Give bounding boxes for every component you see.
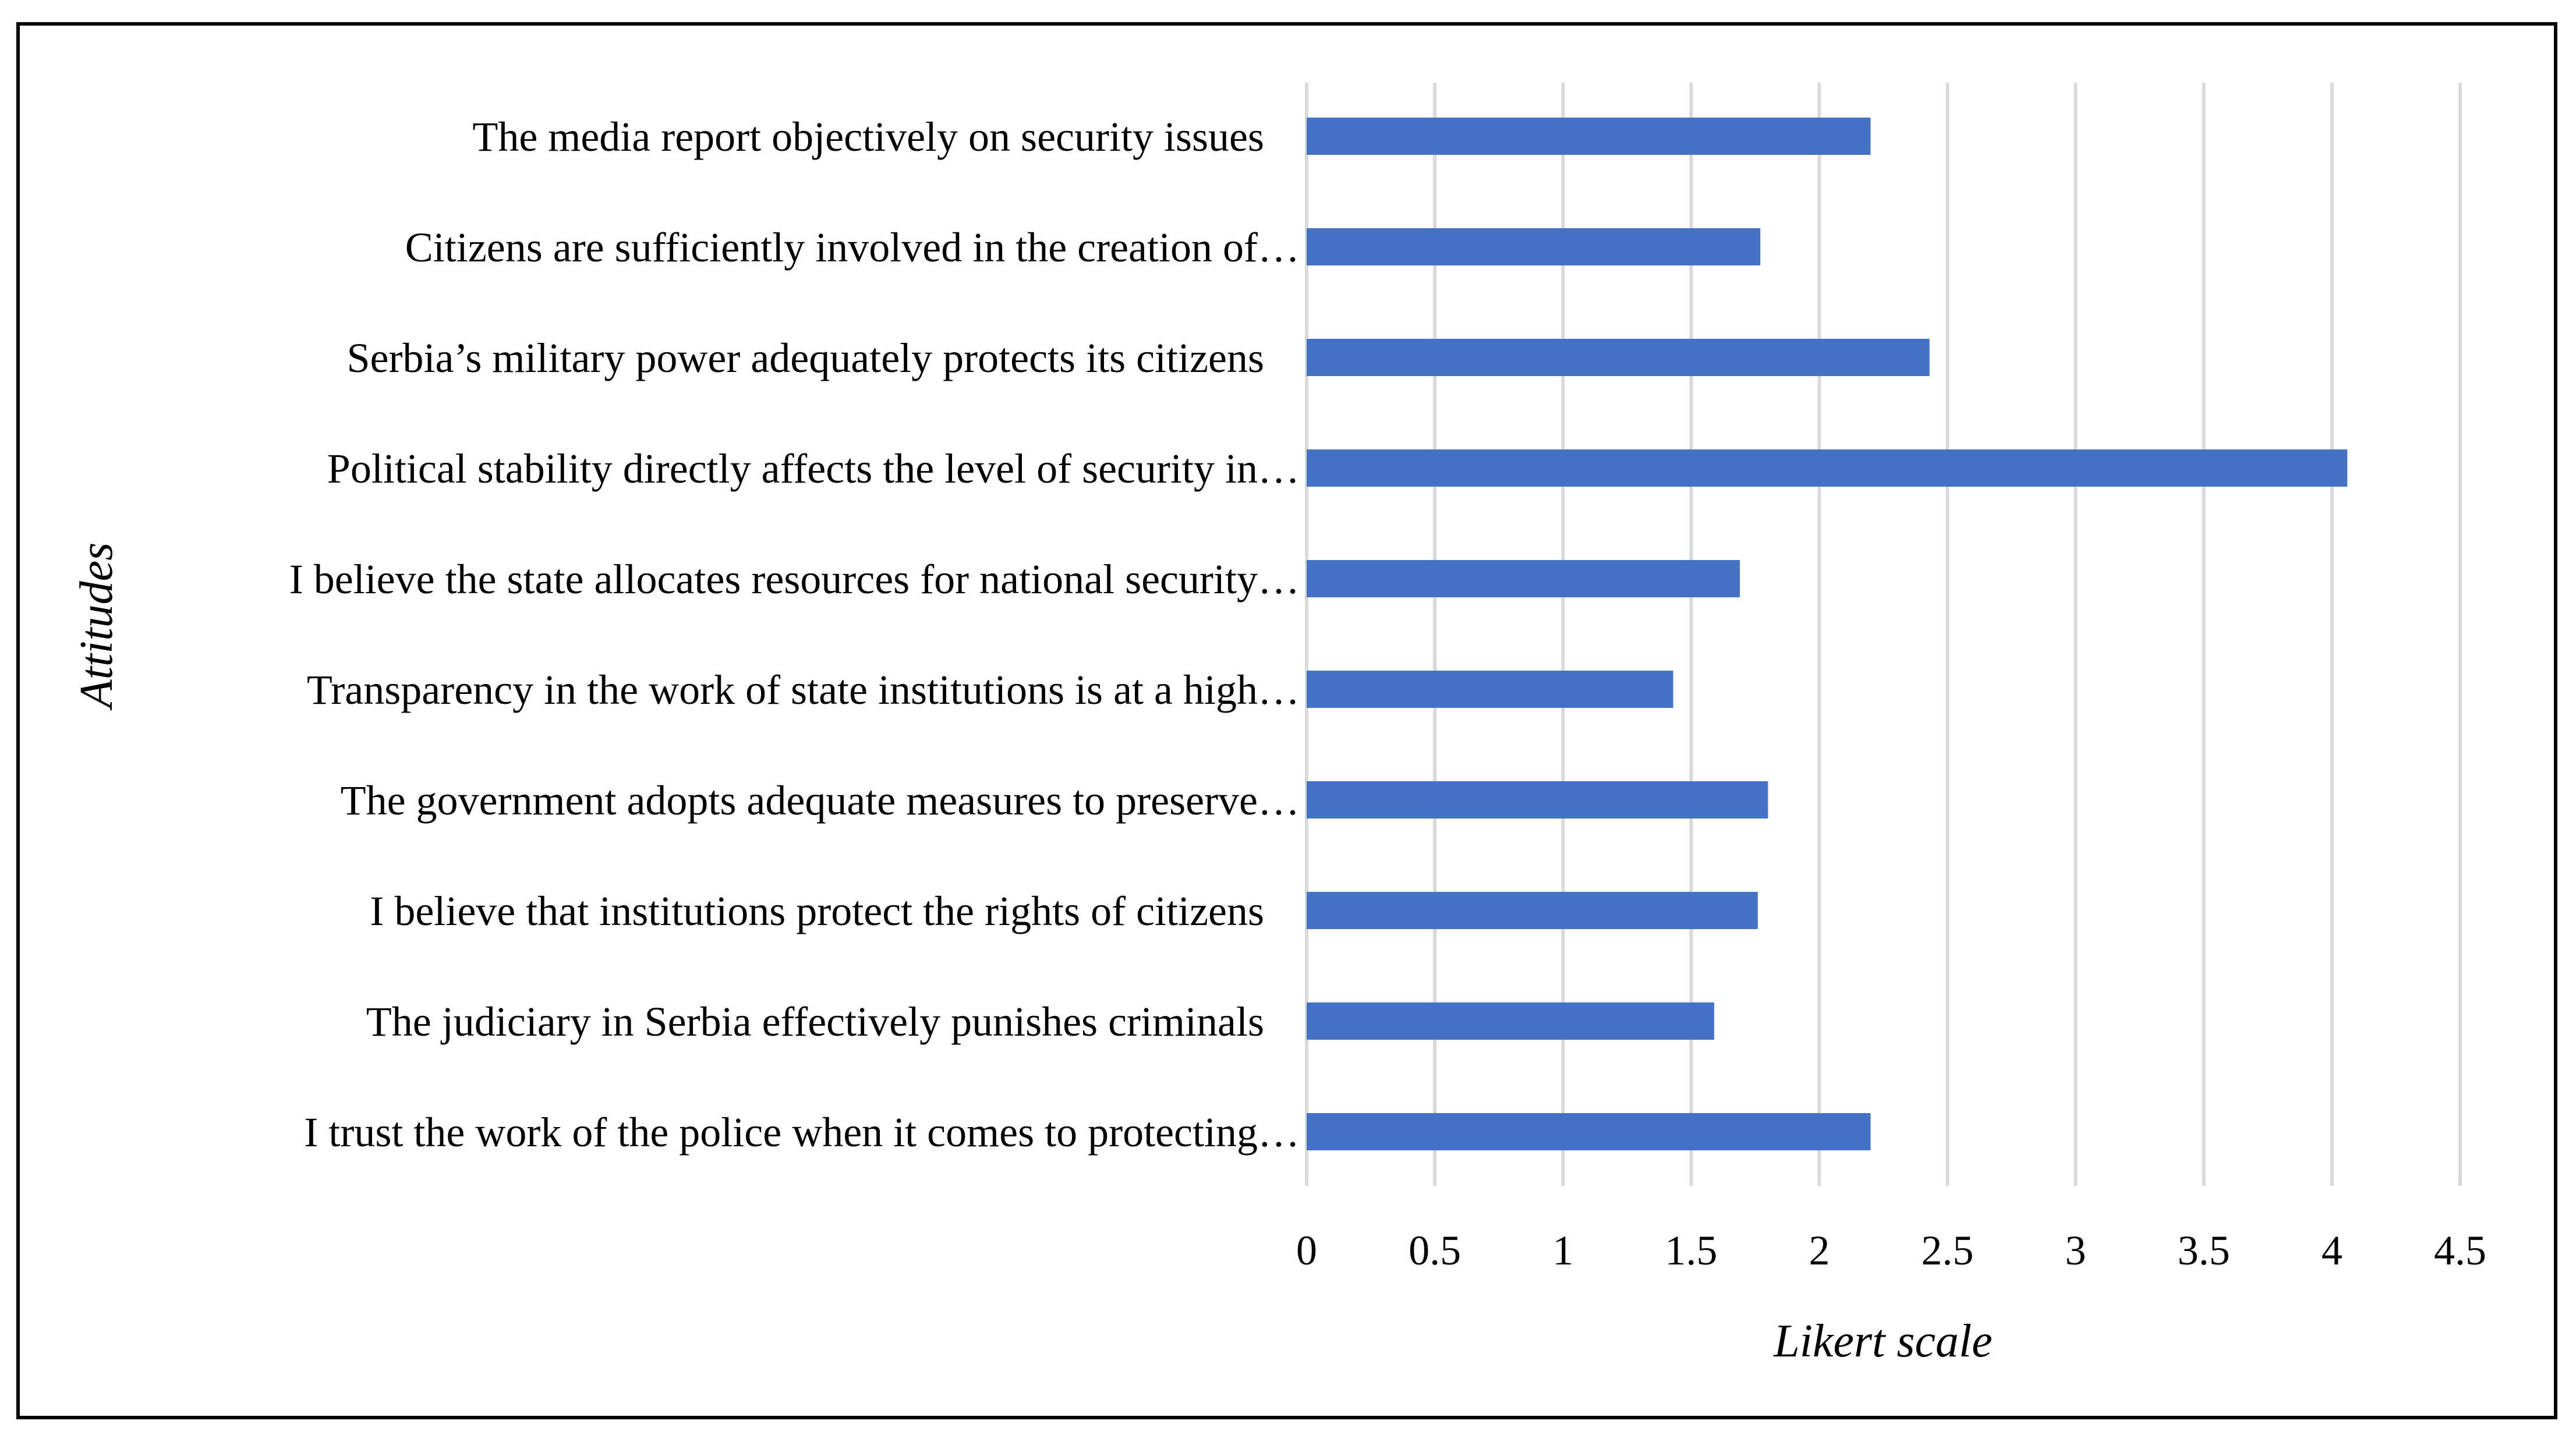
x-tick-label: 4 bbox=[2322, 1227, 2343, 1274]
category-label: I believe that institutions protect the … bbox=[370, 888, 1264, 934]
category-label: The government adopts adequate measures … bbox=[341, 777, 1300, 824]
x-tick-label: 3.5 bbox=[2178, 1227, 2230, 1274]
category-label: Transparency in the work of state instit… bbox=[307, 667, 1300, 713]
bar bbox=[1307, 892, 1758, 929]
x-axis-title: Likert scale bbox=[1773, 1316, 1992, 1367]
category-label: I trust the work of the police when it c… bbox=[304, 1109, 1300, 1156]
category-labels: The media report objectively on security… bbox=[289, 114, 1300, 1156]
gridlines bbox=[1305, 83, 2462, 1186]
x-tick-label: 4.5 bbox=[2434, 1227, 2486, 1274]
category-label: Political stability directly affects the… bbox=[327, 445, 1300, 492]
bars bbox=[1307, 118, 2348, 1150]
category-label: Citizens are sufficiently involved in th… bbox=[405, 224, 1300, 271]
x-tick-label: 1 bbox=[1552, 1227, 1573, 1274]
x-tick-label: 0.5 bbox=[1409, 1227, 1461, 1274]
x-tick-label: 0 bbox=[1296, 1227, 1317, 1274]
bar bbox=[1307, 1113, 1871, 1150]
x-tick-label: 1.5 bbox=[1665, 1227, 1717, 1274]
category-label: The judiciary in Serbia effectively puni… bbox=[366, 998, 1264, 1045]
bar bbox=[1307, 449, 2348, 487]
y-axis-title: Attitudes bbox=[71, 543, 122, 711]
x-tick-label: 2.5 bbox=[1922, 1227, 1974, 1274]
category-label: I believe the state allocates resources … bbox=[289, 556, 1300, 603]
bar bbox=[1307, 560, 1740, 597]
bar bbox=[1307, 1002, 1714, 1040]
x-tick-labels: 0 0.5 1 1.5 2 2.5 3 3.5 4 4.5 bbox=[1296, 1227, 2486, 1274]
category-label: The media report objectively on security… bbox=[472, 114, 1264, 160]
bar-chart: The media report objectively on security… bbox=[71, 83, 2486, 1367]
category-label: Serbia’s military power adequately prote… bbox=[346, 335, 1264, 381]
bar bbox=[1307, 671, 1673, 708]
bar bbox=[1307, 781, 1768, 819]
x-tick-label: 2 bbox=[1809, 1227, 1830, 1274]
bar bbox=[1307, 228, 1761, 265]
chart-frame: The media report objectively on security… bbox=[16, 22, 2557, 1419]
x-tick-label: 3 bbox=[2065, 1227, 2086, 1274]
bar bbox=[1307, 118, 1871, 155]
bar bbox=[1307, 339, 1930, 376]
